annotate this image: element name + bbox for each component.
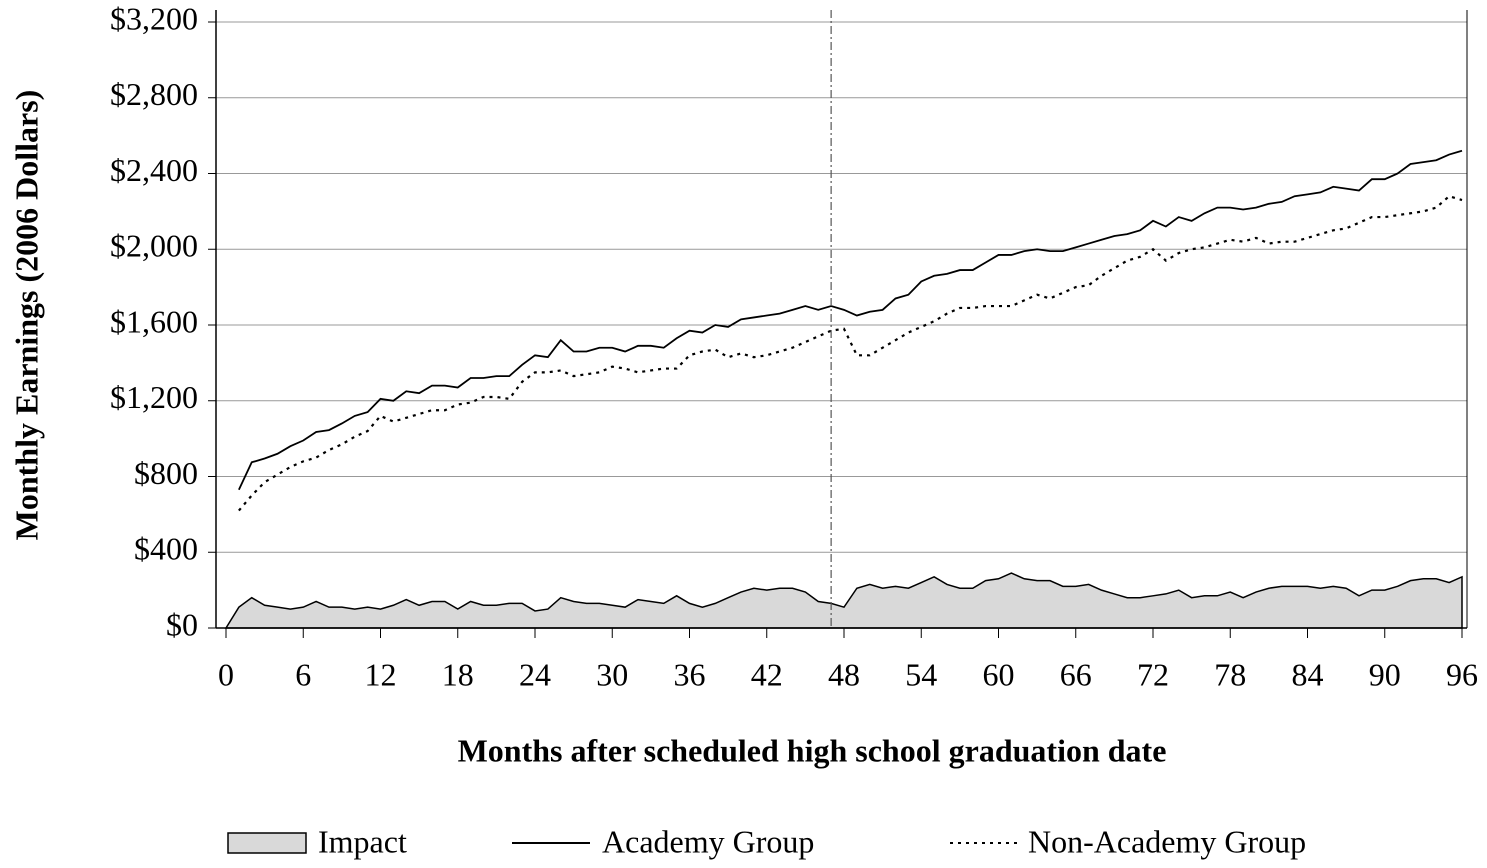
x-tick-label: 30	[596, 656, 628, 692]
y-tick-label: $800	[134, 455, 198, 491]
x-tick-label: 72	[1137, 656, 1169, 692]
legend-label: Non-Academy Group	[1028, 823, 1306, 859]
y-tick-label: $1,200	[110, 379, 198, 415]
impact-area	[224, 572, 1463, 629]
x-tick-label: 18	[442, 656, 474, 692]
y-tick-label: $400	[134, 531, 198, 567]
legend-swatch	[227, 832, 307, 854]
x-tick-label: 36	[674, 656, 706, 692]
x-tick-label: 90	[1369, 656, 1401, 692]
x-tick-label: 0	[218, 656, 234, 692]
x-tick-label: 48	[828, 656, 860, 692]
y-tick-label: $0	[166, 606, 198, 642]
x-tick-label: 84	[1292, 656, 1324, 692]
x-tick-label: 78	[1214, 656, 1246, 692]
x-tick-label: 6	[295, 656, 311, 692]
legend-label: Impact	[318, 823, 407, 859]
y-tick-label: $1,600	[110, 303, 198, 339]
y-tick-label: $2,000	[110, 228, 198, 264]
x-tick-label: 96	[1446, 656, 1478, 692]
y-axis-label: Monthly Earnings (2006 Dollars)	[8, 90, 44, 541]
x-tick-label: 12	[365, 656, 397, 692]
series-line	[238, 149, 1463, 491]
x-tick-label: 54	[905, 656, 937, 692]
y-tick-label: $2,800	[110, 76, 198, 112]
legend-label: Academy Group	[602, 823, 814, 859]
series-line	[238, 194, 1463, 512]
x-tick-label: 66	[1060, 656, 1092, 692]
y-tick-label: $3,200	[110, 0, 198, 36]
x-tick-label: 42	[751, 656, 783, 692]
y-tick-label: $2,400	[110, 152, 198, 188]
x-tick-label: 60	[983, 656, 1015, 692]
x-axis-label: Months after scheduled high school gradu…	[458, 732, 1167, 768]
x-tick-label: 24	[519, 656, 551, 692]
